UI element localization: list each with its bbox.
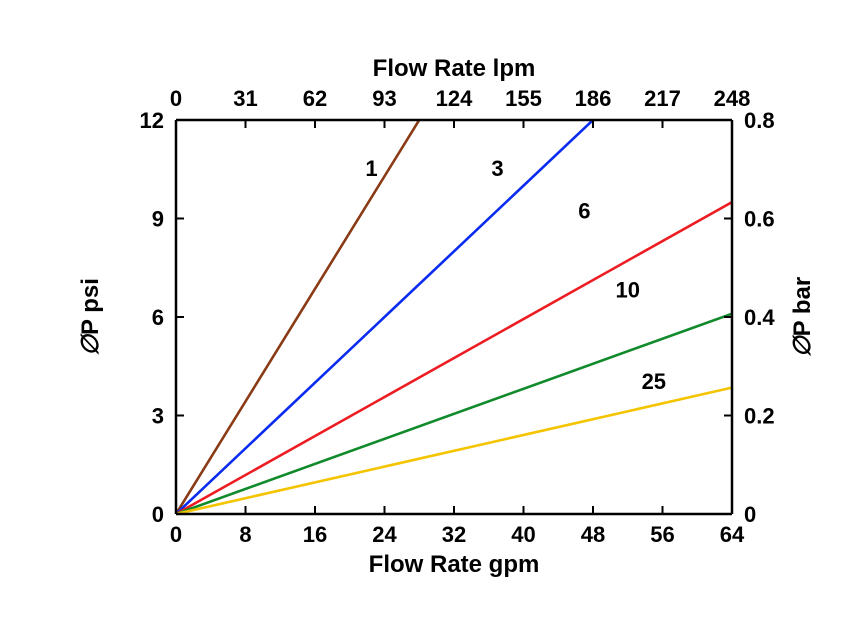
x-bottom-tick-label: 32 bbox=[442, 522, 466, 547]
series-label-3: 3 bbox=[491, 156, 503, 181]
x-top-title: Flow Rate lpm bbox=[373, 55, 536, 82]
x-top-tick-label: 186 bbox=[575, 86, 612, 111]
x-top-tick-label: 93 bbox=[372, 86, 396, 111]
x-bottom-tick-label: 56 bbox=[650, 522, 674, 547]
series-label-1: 1 bbox=[365, 156, 377, 181]
y-right-tick-label: 0.8 bbox=[744, 108, 775, 133]
x-bottom-tick-label: 48 bbox=[581, 522, 605, 547]
pressure-drop-chart: 0816243240485664031629312415518621724803… bbox=[0, 0, 854, 620]
series-label-10: 10 bbox=[616, 277, 640, 302]
x-bottom-tick-label: 64 bbox=[720, 522, 745, 547]
x-bottom-title: Flow Rate gpm bbox=[369, 551, 540, 578]
x-top-tick-label: 0 bbox=[170, 86, 182, 111]
y-right-title: ∅P bar bbox=[789, 277, 816, 358]
y-left-tick-label: 6 bbox=[152, 305, 164, 330]
y-left-tick-label: 3 bbox=[152, 404, 164, 429]
y-right-tick-label: 0.6 bbox=[744, 207, 775, 232]
y-left-tick-label: 9 bbox=[152, 207, 164, 232]
series-label-6: 6 bbox=[578, 199, 590, 224]
y-left-tick-label: 0 bbox=[152, 502, 164, 527]
x-bottom-tick-label: 16 bbox=[303, 522, 327, 547]
x-bottom-tick-label: 0 bbox=[170, 522, 182, 547]
y-right-tick-label: 0.4 bbox=[744, 305, 775, 330]
x-top-tick-label: 31 bbox=[233, 86, 257, 111]
chart-svg: 0816243240485664031629312415518621724803… bbox=[0, 0, 854, 620]
x-bottom-tick-label: 8 bbox=[239, 522, 251, 547]
series-label-25: 25 bbox=[642, 369, 666, 394]
y-right-tick-label: 0 bbox=[744, 502, 756, 527]
x-top-tick-label: 155 bbox=[505, 86, 542, 111]
x-top-tick-label: 62 bbox=[303, 86, 327, 111]
y-right-tick-label: 0.2 bbox=[744, 404, 775, 429]
x-top-tick-label: 124 bbox=[436, 86, 473, 111]
y-left-tick-label: 12 bbox=[140, 108, 164, 133]
y-left-title: ∅P psi bbox=[77, 278, 104, 356]
x-bottom-tick-label: 40 bbox=[511, 522, 535, 547]
x-bottom-tick-label: 24 bbox=[372, 522, 397, 547]
x-top-tick-label: 217 bbox=[644, 86, 681, 111]
